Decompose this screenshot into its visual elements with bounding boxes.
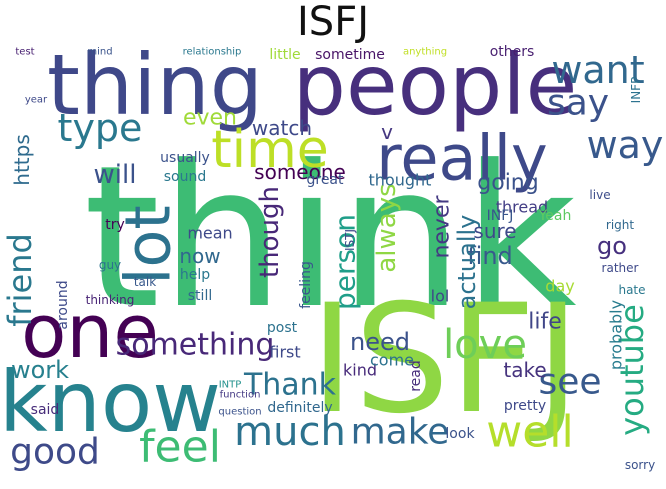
word: take (503, 358, 546, 382)
word: right (606, 218, 634, 232)
word: though (255, 186, 285, 278)
word: life (528, 310, 562, 335)
word: something (116, 328, 275, 363)
word: going (477, 171, 538, 196)
word: try (105, 217, 125, 233)
word: probably (607, 300, 626, 370)
word: one (21, 289, 159, 375)
word: person (329, 214, 362, 310)
word: time (211, 120, 328, 180)
word: talk (134, 275, 156, 289)
word: make (351, 412, 450, 453)
word: rather (602, 261, 639, 275)
word: Thank (243, 368, 337, 403)
word: find (467, 242, 513, 270)
word: thread (496, 198, 548, 217)
word: Yeah (538, 208, 572, 224)
word: much (234, 409, 346, 455)
word: anything (403, 47, 447, 58)
word: see (538, 362, 601, 403)
word: live (589, 188, 610, 202)
word: know (0, 353, 221, 451)
word: around (55, 280, 71, 329)
word: ISFJ (310, 273, 580, 447)
word: still (188, 288, 212, 304)
word: thinking (86, 293, 135, 307)
word: function (220, 390, 261, 401)
word: sure (473, 219, 516, 243)
word: look (445, 426, 475, 442)
word: type (58, 106, 143, 150)
word: good (10, 432, 100, 473)
word: will (94, 160, 137, 190)
word: thing (47, 36, 263, 134)
word: love (443, 322, 527, 368)
word: help (180, 267, 210, 283)
word: now (179, 244, 220, 268)
word: people (293, 36, 578, 134)
word: feeling (298, 261, 314, 309)
word: read (408, 360, 424, 392)
word: sound (164, 169, 207, 185)
word: day (545, 277, 574, 296)
word: little (269, 47, 300, 63)
word: hate (618, 283, 645, 297)
word: mean (187, 224, 232, 243)
word: lot (112, 205, 185, 284)
word: guy (99, 258, 121, 272)
word: year (25, 95, 48, 106)
word: https (10, 134, 34, 185)
word: want (551, 48, 644, 92)
word: well (486, 407, 574, 458)
word: youtube (613, 304, 651, 436)
word: pretty (504, 398, 546, 414)
word: kind (343, 361, 377, 380)
word: said (31, 402, 60, 418)
word: INFP (629, 77, 643, 104)
word: thought (369, 171, 432, 190)
word: feel (139, 422, 221, 473)
word: test (15, 47, 34, 58)
word: even (183, 106, 237, 131)
word: lol (431, 287, 450, 306)
word: never (430, 195, 455, 259)
word: others (490, 44, 535, 60)
word: actually (453, 215, 481, 310)
word: sometime (315, 47, 385, 63)
word: mind (87, 47, 112, 58)
word: question (218, 407, 261, 418)
word: friend (1, 233, 39, 327)
word: first (269, 343, 300, 362)
word: INTP (219, 380, 242, 391)
word: really (376, 122, 547, 195)
word: sorry (625, 458, 655, 472)
word: say (547, 83, 609, 124)
word: need (350, 328, 410, 356)
word: usually (160, 150, 210, 166)
word: think (83, 124, 576, 352)
word: watch (252, 116, 312, 140)
word: someone (254, 160, 346, 184)
word: relationship (183, 47, 242, 58)
word: definitely (267, 400, 332, 416)
word: great (306, 172, 344, 188)
word: go (597, 232, 627, 260)
title: ISFJ (297, 0, 369, 45)
word: always (372, 183, 402, 272)
word: way (587, 123, 664, 167)
word: INFJ (487, 208, 514, 224)
word: come (370, 351, 414, 370)
word: post (267, 320, 298, 336)
word: work (11, 356, 69, 384)
word: ISTJ (343, 229, 357, 251)
word: v (381, 120, 393, 144)
